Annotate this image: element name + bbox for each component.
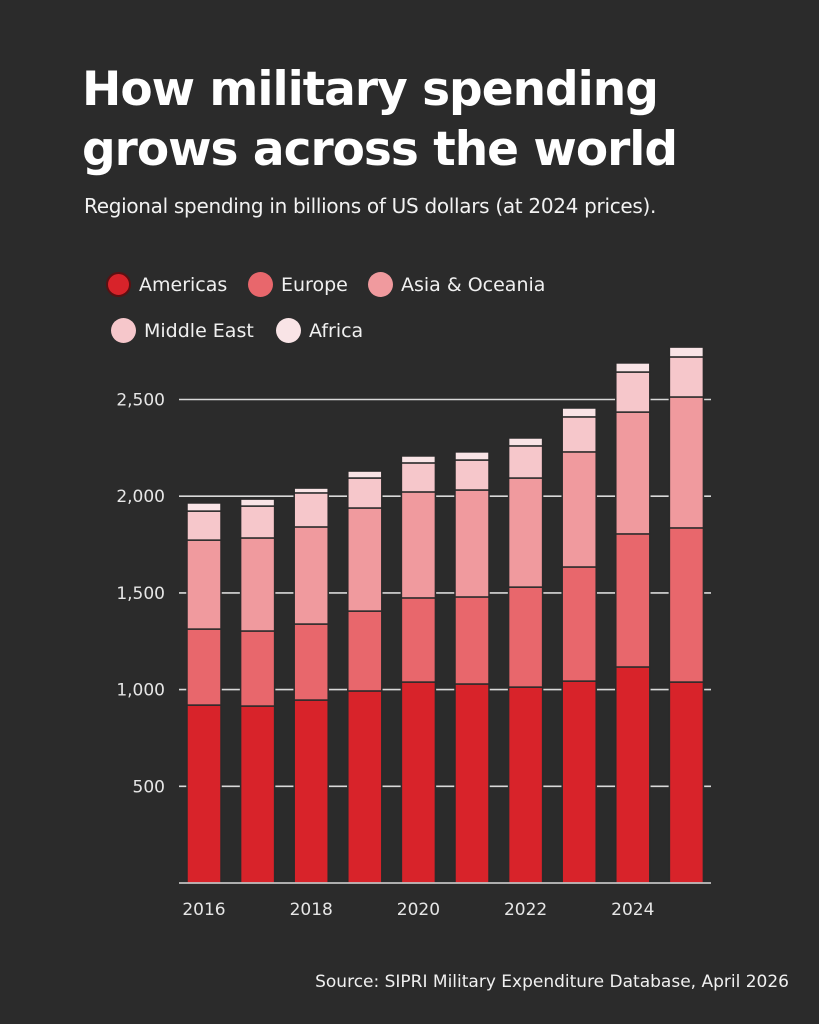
bar-europe-2017 [239,630,276,707]
bar-middle-east-2022 [507,445,544,479]
bar-africa-2021 [454,451,490,461]
bar-americas-2023 [561,680,597,884]
legend-swatch-americas [106,272,131,297]
bar-americas-2019 [347,690,383,884]
bar-americas-2016 [186,704,222,884]
legend-swatch-asia-oceania [368,272,393,297]
bar-middle-east-2017 [239,505,276,539]
bar-africa-2022 [507,437,544,447]
bar-europe-2018 [293,623,329,701]
bar-asia-oceania-2024 [615,411,651,535]
x-tick-label: 2022 [504,900,547,920]
legend-item-americas: Americas [106,272,227,297]
bar-americas-2025 [668,681,705,884]
bar-africa-2024 [615,362,651,373]
bar-asia-oceania-2018 [293,526,329,625]
x-tick-label: 2020 [397,900,440,920]
bar-africa-2025 [668,346,705,358]
legend-label-africa: Africa [309,319,364,342]
y-tick-label: 500 [133,777,165,797]
bar-africa-2018 [293,487,329,494]
bar-americas-2021 [454,683,490,884]
bar-africa-2023 [561,407,597,418]
bar-middle-east-2016 [186,510,222,541]
bar-americas-2024 [615,666,651,884]
x-tick-label: 2016 [182,900,225,920]
bar-middle-east-2018 [293,492,329,528]
bar-europe-2020 [400,597,437,683]
bar-africa-2020 [400,455,437,464]
bar-europe-2016 [186,628,222,706]
legend-item-asia-oceania: Asia & Oceania [368,272,545,297]
bar-middle-east-2019 [347,477,383,509]
legend-label-middle-east: Middle East [144,319,254,342]
legend-item-africa: Africa [276,318,363,343]
bar-asia-oceania-2016 [186,539,222,630]
bar-asia-oceania-2021 [454,489,490,598]
legend-swatch-middle-east [111,318,136,343]
bar-europe-2022 [507,586,544,688]
bar-middle-east-2024 [615,371,651,413]
y-tick-label: 2,000 [116,487,165,507]
bar-europe-2025 [668,527,705,683]
chart-subtitle: Regional spending in billions of US doll… [84,194,657,218]
y-tick-label: 2,500 [116,391,165,411]
bar-asia-oceania-2017 [239,537,276,632]
legend-item-europe: Europe [248,272,348,297]
bar-americas-2018 [293,699,329,884]
bar-europe-2019 [347,610,383,692]
legend-label-europe: Europe [281,273,348,296]
bar-asia-oceania-2025 [668,396,705,529]
legend-label-americas: Americas [139,273,228,296]
bar-africa-2017 [239,498,276,507]
bar-americas-2020 [400,681,437,884]
bar-asia-oceania-2019 [347,507,383,612]
y-tick-label: 1,500 [116,584,165,604]
bar-americas-2022 [507,686,544,884]
bar-europe-2024 [615,533,651,668]
legend-swatch-europe [248,272,273,297]
bar-africa-2016 [186,502,222,512]
bar-europe-2023 [561,566,597,682]
source-note: Source: SIPRI Military Expenditure Datab… [315,972,789,992]
bar-asia-oceania-2022 [507,477,544,588]
bar-middle-east-2021 [454,459,490,491]
chart-title: How military spending grows across the w… [82,62,678,177]
y-tick-label: 1,000 [116,681,165,701]
bar-africa-2019 [347,470,383,479]
bar-europe-2021 [454,596,490,685]
legend-swatch-africa [276,318,301,343]
legend-item-middle-east: Middle East [111,318,254,343]
bar-americas-2017 [239,705,276,884]
bar-asia-oceania-2020 [400,491,437,599]
bar-asia-oceania-2023 [561,451,597,568]
bar-middle-east-2025 [668,356,705,398]
bar-middle-east-2023 [561,416,597,453]
x-tick-label: 2024 [611,900,654,920]
bar-middle-east-2020 [400,462,437,493]
x-tick-label: 2018 [290,900,333,920]
legend-label-asia-oceania: Asia & Oceania [401,273,546,296]
